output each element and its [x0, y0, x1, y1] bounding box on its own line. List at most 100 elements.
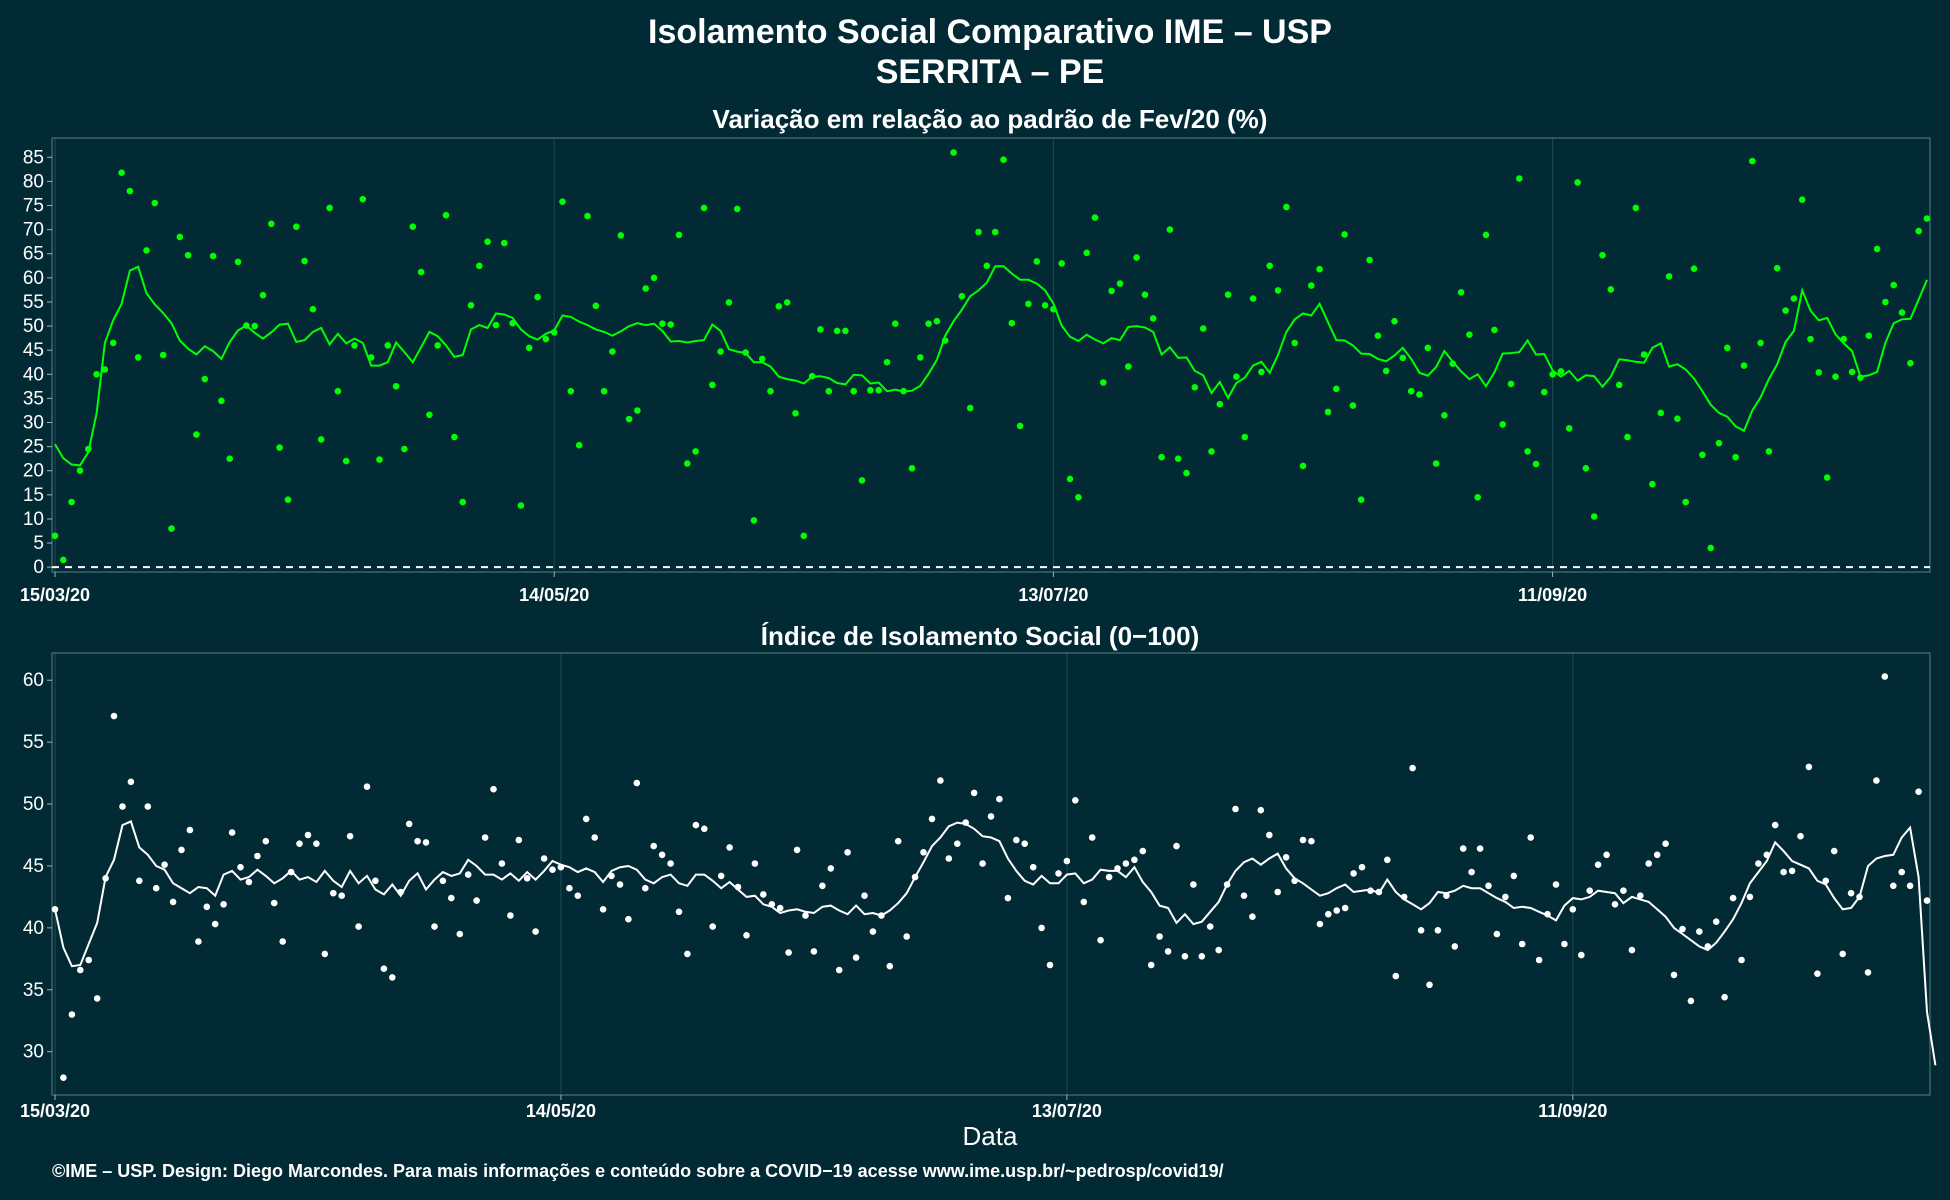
top-data-point-12: [151, 199, 159, 207]
bottom-data-point-117: [1038, 924, 1045, 932]
top-data-point-145: [1258, 368, 1265, 376]
bottom-data-point-82: [743, 932, 750, 939]
bottom-data-point-219: [1898, 868, 1905, 876]
top-data-point-92: [817, 326, 824, 333]
top-data-point-171: [1474, 494, 1481, 501]
bottom-data-point-208: [1805, 763, 1813, 771]
bottom-data-point-220: [1906, 882, 1914, 890]
top-ytick-label-10: 10: [23, 509, 44, 530]
top-data-point-165: [1424, 344, 1432, 352]
top-data-point-186: [1599, 251, 1606, 259]
bottom-data-point-116: [1029, 863, 1037, 871]
top-data-point-162: [1399, 354, 1407, 362]
top-data-point-66: [600, 387, 608, 395]
top-data-point-3: [76, 467, 84, 475]
bottom-data-point-126: [1114, 865, 1121, 872]
top-data-point-219: [1873, 245, 1881, 253]
bottom-data-point-24: [254, 852, 261, 860]
top-data-point-59: [542, 335, 550, 343]
bottom-data-point-36: [355, 923, 362, 930]
top-data-point-125: [1091, 214, 1099, 221]
bottom-data-point-151: [1325, 910, 1332, 918]
bottom-data-point-206: [1788, 867, 1796, 875]
bottom-data-point-164: [1434, 927, 1442, 934]
top-data-point-144: [1249, 295, 1257, 302]
top-xtick-label-3: 11/09/20: [1518, 585, 1587, 605]
bottom-data-point-12: [152, 884, 160, 892]
top-data-point-204: [1749, 157, 1756, 165]
top-data-point-93: [825, 387, 833, 395]
top-ytick-label-25: 25: [23, 437, 44, 458]
top-data-point-216: [1848, 368, 1856, 376]
bottom-data-point-75: [684, 950, 691, 958]
bottom-data-point-167: [1459, 845, 1467, 852]
bottom-data-point-128: [1131, 856, 1138, 864]
top-data-point-170: [1466, 331, 1473, 339]
top-data-point-84: [750, 517, 758, 524]
bottom-data-point-30: [304, 831, 312, 839]
top-data-point-214: [1832, 373, 1839, 381]
top-data-point-110: [966, 404, 974, 412]
top-data-point-100: [883, 358, 891, 366]
top-data-point-139: [1208, 448, 1215, 455]
top-data-point-117: [1025, 300, 1032, 308]
bottom-data-point-37: [363, 783, 371, 790]
top-data-point-46: [434, 342, 442, 349]
top-data-point-73: [659, 320, 666, 328]
top-data-point-208: [1782, 307, 1789, 314]
top-data-point-43: [409, 223, 417, 230]
bottom-ytick-label-55: 55: [23, 732, 44, 753]
top-data-point-94: [833, 327, 841, 335]
top-data-point-190: [1632, 204, 1640, 212]
top-data-point-174: [1499, 421, 1506, 428]
bottom-data-point-180: [1569, 906, 1577, 913]
bottom-data-point-1: [60, 1074, 67, 1081]
top-data-point-68: [617, 232, 625, 239]
top-data-point-57: [525, 344, 533, 352]
bottom-data-point-48: [456, 930, 464, 938]
top-ytick-label-65: 65: [23, 244, 44, 265]
top-data-point-119: [1041, 302, 1049, 309]
top-data-point-121: [1058, 260, 1065, 267]
top-data-point-82: [733, 205, 741, 213]
bottom-data-point-83: [751, 860, 759, 867]
bottom-data-point-79: [717, 872, 725, 880]
bottom-data-point-52: [490, 785, 497, 793]
top-data-point-109: [958, 292, 966, 300]
top-data-point-173: [1491, 326, 1498, 334]
bottom-data-point-103: [920, 849, 927, 856]
bottom-data-point-176: [1535, 956, 1543, 964]
bottom-data-point-97: [869, 928, 877, 935]
bottom-data-point-155: [1358, 863, 1366, 871]
top-data-point-29: [293, 223, 300, 230]
top-data-point-116: [1016, 422, 1024, 430]
bottom-data-point-145: [1274, 888, 1281, 896]
top-ytick-label-50: 50: [23, 316, 44, 337]
bottom-data-point-147: [1291, 877, 1298, 885]
top-data-point-45: [426, 411, 433, 419]
bottom-ytick-label-50: 50: [23, 794, 44, 815]
bottom-data-point-197: [1712, 918, 1720, 925]
bottom-ytick-label-45: 45: [23, 856, 44, 877]
bottom-data-point-17: [195, 938, 202, 945]
bottom-data-point-202: [1755, 860, 1762, 867]
top-data-point-191: [1640, 351, 1648, 358]
bottom-data-point-211: [1830, 847, 1838, 855]
top-data-point-202: [1732, 453, 1739, 461]
bottom-data-point-74: [675, 908, 683, 916]
top-data-point-205: [1757, 339, 1764, 347]
top-data-point-83: [742, 349, 749, 356]
bottom-data-point-184: [1603, 851, 1610, 859]
top-data-point-81: [725, 299, 733, 306]
bottom-xtick-label-1: 14/05/20: [526, 1101, 596, 1121]
bottom-data-point-181: [1578, 951, 1585, 959]
top-data-point-192: [1649, 480, 1656, 488]
top-data-point-223: [1907, 359, 1914, 367]
bottom-data-point-27: [279, 938, 287, 945]
top-ytick-label-0: 0: [33, 557, 44, 578]
top-data-point-20: [218, 397, 225, 405]
top-data-point-182: [1565, 425, 1573, 432]
top-data-point-97: [858, 477, 866, 484]
top-data-point-23: [243, 322, 250, 329]
bottom-chart-title: Índice de Isolamento Social (0−100): [761, 621, 1200, 651]
